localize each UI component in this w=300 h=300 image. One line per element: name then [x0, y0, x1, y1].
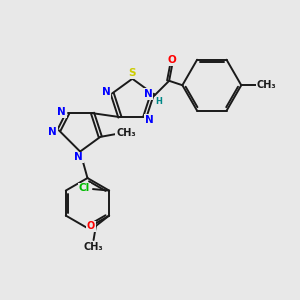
Text: N: N	[145, 115, 154, 125]
Text: S: S	[129, 68, 136, 78]
Text: N: N	[74, 152, 83, 162]
Text: CH₃: CH₃	[116, 128, 136, 138]
Text: N: N	[144, 89, 152, 99]
Text: Cl: Cl	[79, 184, 90, 194]
Text: N: N	[102, 87, 111, 97]
Text: N: N	[57, 107, 66, 117]
Text: CH₃: CH₃	[84, 242, 103, 251]
Text: CH₃: CH₃	[256, 80, 276, 90]
Text: O: O	[86, 221, 95, 232]
Text: N: N	[48, 127, 57, 137]
Text: H: H	[155, 97, 162, 106]
Text: O: O	[168, 55, 176, 65]
